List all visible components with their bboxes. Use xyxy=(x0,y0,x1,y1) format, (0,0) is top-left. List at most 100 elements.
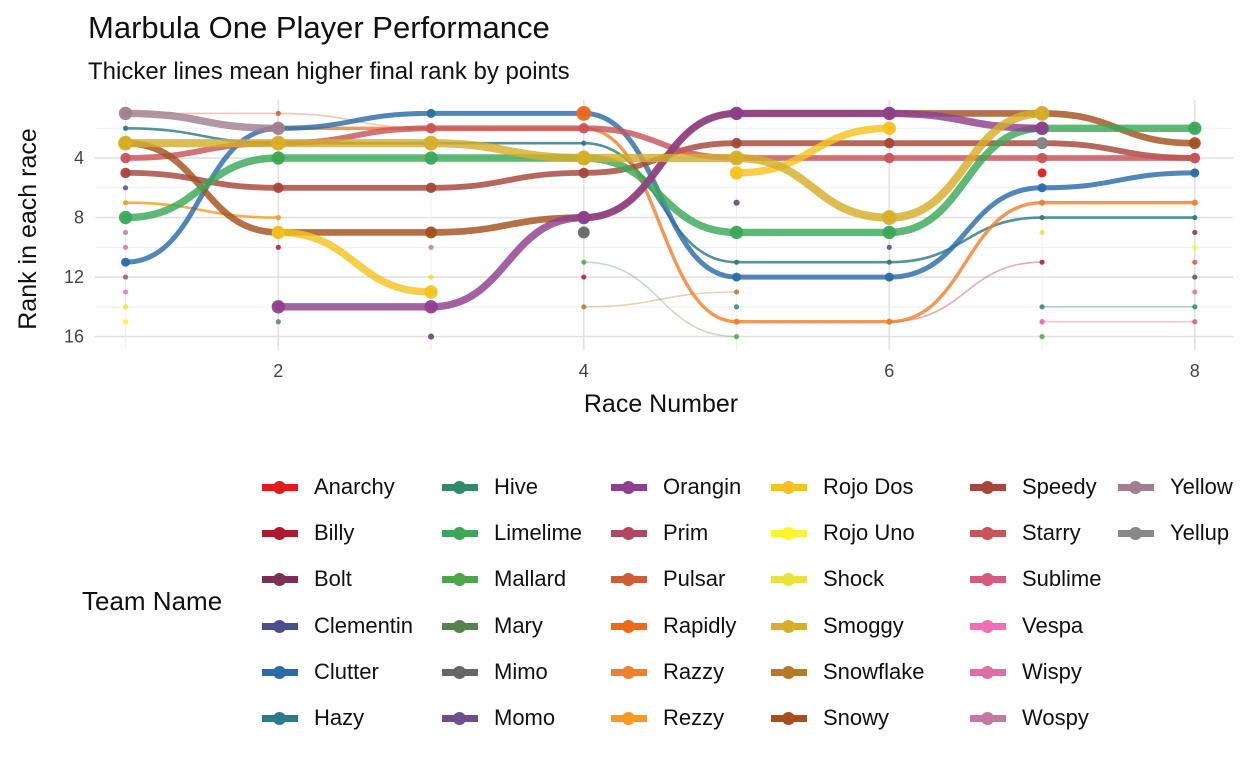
legend-item: Smoggy xyxy=(767,611,904,641)
series-line xyxy=(274,228,435,296)
legend-item: Limelime xyxy=(438,518,582,548)
data-point xyxy=(120,152,131,164)
series-snowflake xyxy=(581,289,740,310)
legend-key-icon xyxy=(258,703,302,733)
legend-item: Pulsar xyxy=(607,564,725,594)
series-clementin xyxy=(122,185,1198,280)
legend-label: Yellow xyxy=(1170,474,1233,499)
series-mary xyxy=(275,319,281,325)
data-point xyxy=(122,244,129,250)
legend-label: Smoggy xyxy=(823,612,904,638)
series-smoggy xyxy=(118,106,1050,225)
series-sublime xyxy=(1039,319,1198,325)
data-point xyxy=(886,318,893,325)
data-point xyxy=(1192,214,1198,221)
y-axis-label: Rank in each race xyxy=(14,128,42,330)
legend-item: Hive xyxy=(438,472,538,502)
x-tick-label: 6 xyxy=(884,361,894,381)
legend-label: Snowflake xyxy=(823,658,925,684)
legend-key-icon xyxy=(438,703,482,733)
x-tick-label: 8 xyxy=(1190,361,1200,381)
legend-item: Mallard xyxy=(438,564,566,594)
series-vespa xyxy=(122,289,1045,325)
legend-key-icon xyxy=(767,657,811,687)
legend-key-icon xyxy=(1114,518,1158,548)
legend-key-icon xyxy=(438,472,482,502)
data-point xyxy=(273,182,284,194)
series-line xyxy=(583,261,738,338)
data-point xyxy=(122,200,129,206)
data-point xyxy=(1192,259,1198,265)
legend-key-icon xyxy=(258,472,302,502)
y-tick-label: 12 xyxy=(64,267,84,287)
y-tick-label: 4 xyxy=(74,148,84,168)
series-yellow xyxy=(118,106,285,135)
legend-label: Razzy xyxy=(663,658,725,684)
series-shock xyxy=(122,229,1045,310)
legend-item: Anarchy xyxy=(258,472,395,502)
series-line xyxy=(732,124,893,177)
data-point xyxy=(271,225,285,240)
data-point xyxy=(425,182,437,194)
legend-key-icon xyxy=(438,611,482,641)
legend-key-icon xyxy=(258,564,302,594)
legend-key-icon xyxy=(438,518,482,548)
chart-title: Marbula One Player Performance xyxy=(88,10,550,45)
series-line xyxy=(124,201,280,219)
legend-label: Prim xyxy=(663,520,709,546)
legend-key-icon xyxy=(258,611,302,641)
series-rapidly xyxy=(576,106,592,121)
data-point xyxy=(731,137,742,149)
legend-label: Wospy xyxy=(1022,705,1089,730)
data-point xyxy=(1192,274,1198,280)
legend-label: Rojo Dos xyxy=(823,474,914,499)
series-line xyxy=(121,109,282,132)
data-point xyxy=(425,123,437,134)
data-point xyxy=(426,108,436,118)
legend-label: Snowy xyxy=(823,705,890,730)
legend-label: Orangin xyxy=(663,474,742,499)
data-point xyxy=(122,289,129,295)
data-point xyxy=(1192,319,1198,325)
series-yellup xyxy=(1036,137,1049,150)
legend-key-icon xyxy=(1114,472,1158,502)
data-point xyxy=(581,274,587,280)
data-point xyxy=(882,106,896,121)
data-point xyxy=(576,150,592,166)
data-point xyxy=(271,300,285,314)
legend-key-icon xyxy=(966,611,1010,641)
data-point xyxy=(424,300,438,314)
data-point xyxy=(118,106,133,121)
data-point xyxy=(275,244,281,250)
y-tick-label: 16 xyxy=(64,327,84,347)
legend-item: Yellow xyxy=(1114,472,1233,502)
legend-item: Rezzy xyxy=(607,703,724,733)
data-point xyxy=(275,214,281,221)
data-point xyxy=(884,137,895,149)
legend-label: Hive xyxy=(494,474,539,499)
data-point xyxy=(428,274,434,280)
legend-label: Clementin xyxy=(314,612,414,638)
data-point xyxy=(424,285,438,299)
legend-item: Rojo Uno xyxy=(767,518,915,548)
legend-key-icon xyxy=(258,657,302,687)
data-point xyxy=(1037,183,1047,193)
legend-key-icon xyxy=(607,564,651,594)
legend-item: Hazy xyxy=(258,703,364,733)
data-point xyxy=(122,185,129,191)
series-orangin xyxy=(271,106,1049,314)
legend-label: Wispy xyxy=(1022,658,1082,684)
data-point xyxy=(729,166,744,180)
data-point xyxy=(122,274,129,280)
data-point xyxy=(733,304,740,310)
data-point xyxy=(122,304,129,310)
legend-key-icon xyxy=(607,472,651,502)
data-point xyxy=(1039,319,1045,325)
legend-key-icon xyxy=(767,472,811,502)
data-point xyxy=(733,199,740,206)
data-point xyxy=(729,150,744,166)
data-point xyxy=(1036,152,1048,164)
data-point xyxy=(1039,214,1045,221)
legend-item: Bolt xyxy=(258,564,352,594)
legend-label: Hazy xyxy=(314,705,365,730)
